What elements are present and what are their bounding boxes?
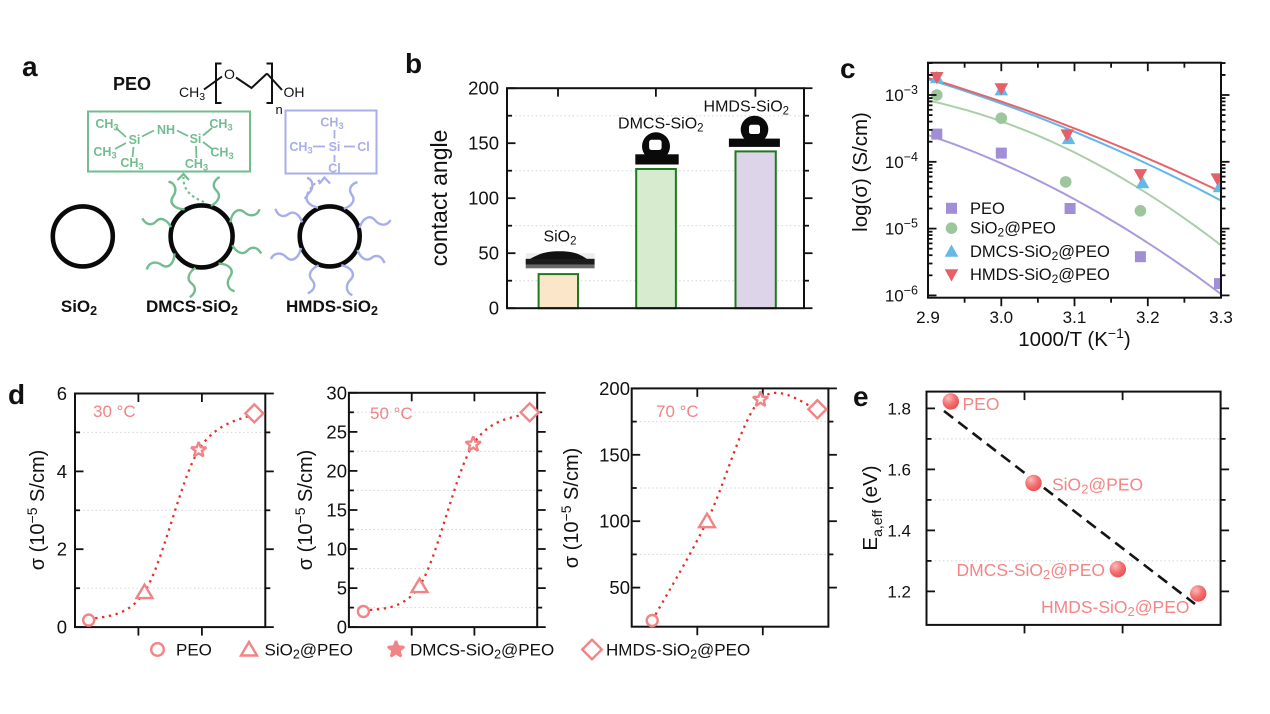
svg-text:10: 10 bbox=[326, 539, 347, 560]
svg-text:10−5: 10−5 bbox=[885, 217, 918, 239]
svg-text:2: 2 bbox=[57, 539, 67, 560]
svg-text:HMDS-SiO2@PEO: HMDS-SiO2@PEO bbox=[970, 266, 1110, 286]
svg-text:0: 0 bbox=[57, 617, 67, 638]
svg-text:1.2: 1.2 bbox=[887, 582, 911, 601]
svg-text:SiO2: SiO2 bbox=[61, 297, 97, 318]
svg-text:HMDS-SiO2@PEO: HMDS-SiO2@PEO bbox=[1041, 597, 1190, 619]
svg-text:10−3: 10−3 bbox=[885, 83, 918, 105]
svg-text:a: a bbox=[22, 51, 38, 82]
svg-text:2.9: 2.9 bbox=[916, 308, 940, 327]
svg-text:σ (10−5 S/cm): σ (10−5 S/cm) bbox=[558, 448, 583, 569]
svg-text:PEO: PEO bbox=[113, 74, 151, 94]
svg-text:b: b bbox=[405, 48, 422, 79]
svg-text:DMCS-SiO2@PEO: DMCS-SiO2@PEO bbox=[970, 243, 1110, 263]
svg-text:CH3: CH3 bbox=[179, 84, 205, 103]
svg-text:HMDS-SiO2@PEO: HMDS-SiO2@PEO bbox=[606, 641, 750, 662]
svg-text:DMCS-SiO2@PEO: DMCS-SiO2@PEO bbox=[957, 560, 1106, 582]
svg-text:contact angle: contact angle bbox=[426, 130, 452, 267]
svg-text:Ea,eff (eV): Ea,eff (eV) bbox=[859, 465, 885, 550]
svg-text:50: 50 bbox=[478, 243, 499, 264]
svg-text:CH3: CH3 bbox=[210, 146, 233, 163]
svg-text:CH3: CH3 bbox=[93, 145, 116, 162]
svg-text:CH3: CH3 bbox=[120, 156, 143, 173]
svg-text:NH: NH bbox=[157, 123, 175, 137]
svg-text:0: 0 bbox=[337, 617, 347, 638]
svg-text:SiO2: SiO2 bbox=[543, 229, 576, 248]
svg-text:100: 100 bbox=[599, 511, 630, 532]
svg-text:4: 4 bbox=[57, 461, 67, 482]
svg-text:1.8: 1.8 bbox=[887, 399, 911, 418]
svg-text:PEO: PEO bbox=[970, 200, 1005, 218]
svg-text:3.1: 3.1 bbox=[1063, 308, 1087, 327]
svg-text:OH: OH bbox=[284, 84, 305, 100]
svg-text:SiO2@PEO: SiO2@PEO bbox=[1052, 475, 1143, 497]
svg-text:SiO2@PEO: SiO2@PEO bbox=[265, 641, 353, 662]
svg-text:30 °C: 30 °C bbox=[93, 402, 136, 421]
svg-text:HMDS-SiO2: HMDS-SiO2 bbox=[286, 297, 378, 318]
svg-text:Si: Si bbox=[129, 133, 141, 147]
svg-text:log(σ) (S/cm): log(σ) (S/cm) bbox=[849, 112, 872, 232]
svg-text:10−6: 10−6 bbox=[885, 283, 918, 305]
svg-text:1.6: 1.6 bbox=[887, 460, 911, 479]
svg-text:Si: Si bbox=[190, 132, 202, 146]
svg-text:3.2: 3.2 bbox=[1136, 308, 1160, 327]
svg-text:σ (10−5 S/cm): σ (10−5 S/cm) bbox=[24, 450, 49, 571]
svg-text:O: O bbox=[224, 66, 235, 82]
svg-text:CH3: CH3 bbox=[185, 157, 208, 174]
svg-text:150: 150 bbox=[599, 444, 630, 465]
svg-text:Cl: Cl bbox=[328, 162, 341, 176]
svg-text:3.3: 3.3 bbox=[1209, 308, 1233, 327]
svg-text:HMDS-SiO2: HMDS-SiO2 bbox=[704, 99, 790, 118]
svg-text:20: 20 bbox=[326, 460, 347, 481]
svg-text:70 °C: 70 °C bbox=[656, 402, 699, 421]
svg-text:σ (10−5 S/cm): σ (10−5 S/cm) bbox=[292, 450, 317, 571]
svg-text:15: 15 bbox=[326, 500, 347, 521]
svg-text:25: 25 bbox=[326, 421, 347, 442]
svg-text:150: 150 bbox=[468, 133, 499, 154]
svg-text:3.0: 3.0 bbox=[989, 308, 1013, 327]
svg-text:10−4: 10−4 bbox=[885, 150, 918, 172]
svg-text:CH3: CH3 bbox=[95, 117, 118, 134]
svg-text:6: 6 bbox=[57, 383, 67, 404]
svg-text:c: c bbox=[840, 53, 856, 84]
svg-text:DMCS-SiO2: DMCS-SiO2 bbox=[618, 116, 704, 135]
svg-text:DMCS-SiO2: DMCS-SiO2 bbox=[146, 297, 238, 318]
svg-text:CH3: CH3 bbox=[289, 140, 312, 157]
svg-text:n: n bbox=[276, 102, 283, 117]
svg-text:d: d bbox=[8, 379, 25, 410]
svg-text:Si: Si bbox=[329, 140, 341, 154]
svg-text:Cl: Cl bbox=[357, 140, 370, 154]
svg-text:CH3: CH3 bbox=[209, 117, 232, 134]
svg-text:100: 100 bbox=[468, 188, 499, 209]
svg-text:PEO: PEO bbox=[176, 641, 212, 660]
svg-text:50: 50 bbox=[609, 577, 630, 598]
svg-text:200: 200 bbox=[468, 78, 499, 99]
svg-text:SiO2@PEO: SiO2@PEO bbox=[970, 220, 1056, 240]
svg-text:0: 0 bbox=[489, 298, 499, 319]
svg-text:e: e bbox=[853, 381, 869, 412]
svg-text:CH3: CH3 bbox=[320, 116, 343, 133]
svg-text:50 °C: 50 °C bbox=[370, 404, 413, 423]
svg-text:PEO: PEO bbox=[963, 394, 1000, 414]
svg-text:200: 200 bbox=[599, 378, 630, 399]
svg-text:1000/T (K−1): 1000/T (K−1) bbox=[1018, 325, 1130, 351]
svg-text:5: 5 bbox=[337, 578, 347, 599]
svg-text:30: 30 bbox=[326, 382, 347, 403]
svg-text:1.4: 1.4 bbox=[887, 521, 911, 540]
svg-text:DMCS-SiO2@PEO: DMCS-SiO2@PEO bbox=[410, 641, 554, 662]
